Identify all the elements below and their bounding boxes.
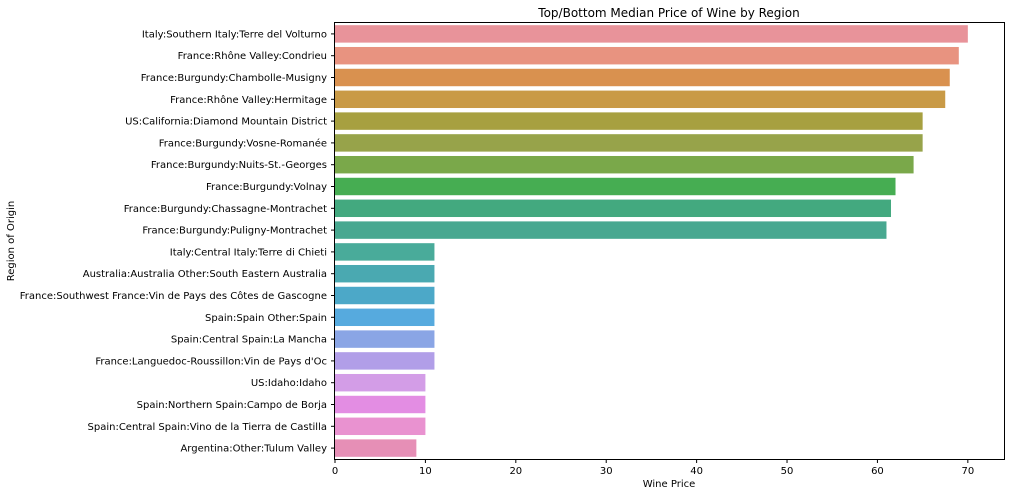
- x-tick-label: 70: [961, 466, 974, 477]
- y-tick-label: Australia:Australia Other:South Eastern …: [83, 269, 327, 280]
- bar: [335, 264, 435, 283]
- y-tick-label: France:Rhône Valley:Condrieu: [178, 50, 327, 62]
- y-tick-label: France:Languedoc-Roussillon:Vin de Pays …: [95, 356, 327, 367]
- bar: [335, 90, 946, 109]
- y-tick-label: France:Burgundy:Puligny-Montrachet: [142, 226, 327, 237]
- x-ticks: 0 10 20 30 40 50 60 70: [332, 459, 974, 477]
- bar: [335, 46, 959, 65]
- x-tick-label: 20: [509, 466, 522, 477]
- bar: [335, 25, 968, 43]
- x-tick-label: 50: [781, 466, 794, 477]
- y-tick-label: France:Southwest France:Vin de Pays des …: [20, 290, 327, 302]
- y-tick-label: Spain:Northern Spain:Campo de Borja: [137, 400, 327, 411]
- bar: [335, 417, 426, 436]
- bar: [335, 68, 950, 87]
- bar: [335, 330, 435, 348]
- bar: [335, 395, 426, 414]
- x-axis-title: Wine Price: [643, 479, 696, 490]
- y-tick-label: France:Rhône Valley:Hermitage: [170, 94, 327, 106]
- bar: [335, 308, 435, 327]
- x-tick-label: 0: [332, 466, 338, 477]
- y-tick-label: Spain:Central Spain:Vino de la Tierra de…: [88, 422, 327, 433]
- bar: [335, 112, 923, 130]
- y-tick-label: France:Burgundy:Chassagne-Montrachet: [124, 204, 327, 215]
- y-tick-label: France:Burgundy:Chambolle-Musigny: [141, 73, 327, 84]
- y-tick-label: France:Burgundy:Vosne-Romanée: [159, 137, 327, 149]
- bar: [335, 352, 435, 370]
- y-tick-label: France:Burgundy:Volnay: [206, 182, 327, 193]
- y-tick-label: Spain:Central Spain:La Mancha: [171, 335, 327, 346]
- y-tick-label: US:Idaho:Idaho: [251, 378, 327, 389]
- x-tick-label: 40: [690, 466, 703, 477]
- bar: [335, 134, 923, 152]
- bar: [335, 199, 891, 218]
- plot-frame: [334, 22, 1005, 460]
- bars-group: [335, 25, 968, 457]
- bar: [335, 155, 914, 174]
- y-tick-label: Argentina:Other:Tulum Valley: [180, 444, 327, 455]
- y-tick-label: US:California:Diamond Mountain District: [125, 117, 327, 128]
- x-tick-label: 60: [871, 466, 884, 477]
- x-tick-label: 10: [419, 466, 432, 477]
- y-tick-label: France:Burgundy:Nuits-St.-Georges: [151, 160, 327, 171]
- bar: [335, 221, 887, 239]
- bar: [335, 286, 435, 305]
- bar: [335, 373, 426, 392]
- y-tick-label: Italy:Southern Italy:Terre del Volturno: [142, 29, 327, 40]
- y-tick-labels: Italy:Southern Italy:Terre del Volturno F…: [20, 29, 335, 455]
- y-tick-label: Italy:Central Italy:Terre di Chieti: [170, 247, 327, 258]
- bar: [335, 439, 417, 457]
- bar: [335, 177, 896, 196]
- y-axis-title: Region of Origin: [6, 201, 17, 281]
- x-tick-label: 30: [600, 466, 613, 477]
- bar: [335, 243, 435, 261]
- y-tick-label: Spain:Spain Other:Spain: [205, 313, 327, 324]
- chart-title: Top/Bottom Median Price of Wine by Regio…: [537, 6, 799, 20]
